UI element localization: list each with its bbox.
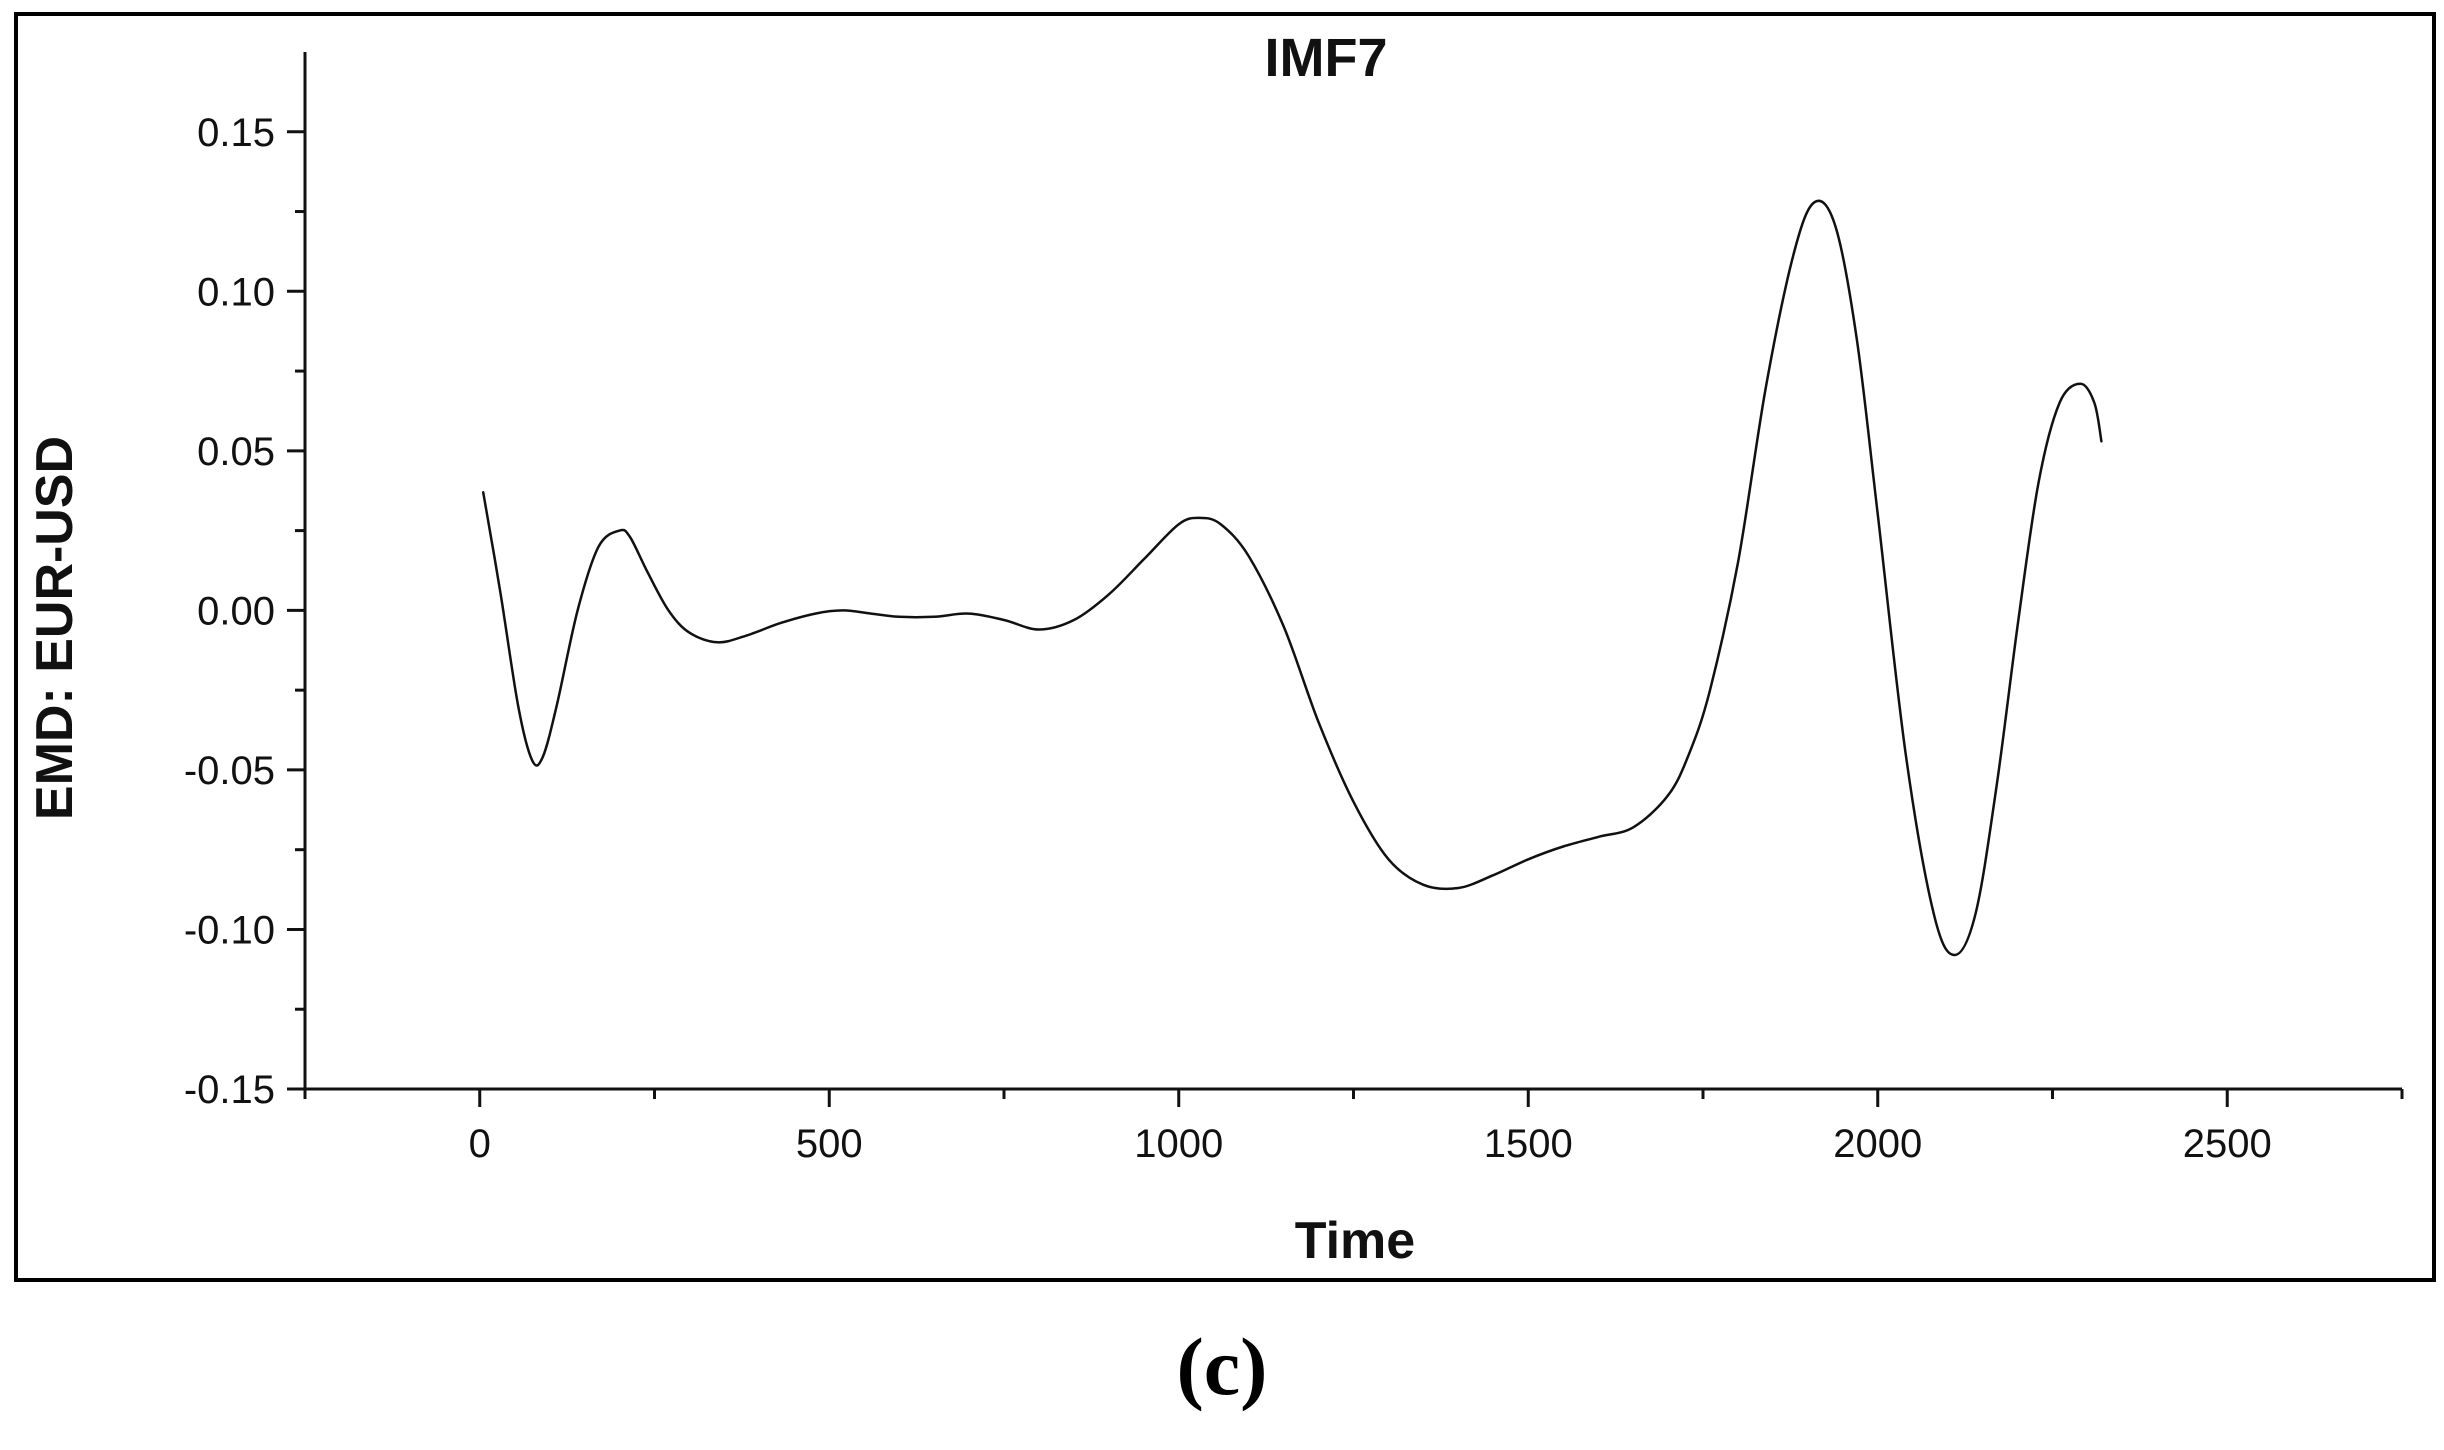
y-tick-label: -0.05 bbox=[184, 749, 275, 793]
y-tick-label: -0.10 bbox=[184, 908, 275, 952]
x-tick-label: 2500 bbox=[2183, 1122, 2272, 1166]
x-tick-label: 2000 bbox=[1833, 1122, 1922, 1166]
plot-area bbox=[481, 199, 2103, 957]
y-tick-label: 0.10 bbox=[197, 270, 275, 314]
x-tick-label: 1000 bbox=[1134, 1122, 1223, 1166]
chart-title: IMF7 bbox=[1264, 28, 1387, 88]
series-line-0 bbox=[481, 199, 2103, 957]
x-tick-label: 1500 bbox=[1484, 1122, 1573, 1166]
y-tick-label: 0.00 bbox=[197, 589, 275, 633]
axes: -0.15 -0.10 -0.05 0.00 0.05 0.10 0.15 0 500 1000 1… bbox=[184, 52, 2404, 1166]
y-tick-label: 0.15 bbox=[197, 111, 275, 155]
panel-label: (c) bbox=[1176, 1321, 1267, 1412]
x-tick-label: 500 bbox=[796, 1122, 863, 1166]
y-axis-label: EMD: EUR-USD bbox=[26, 436, 84, 820]
x-axis-label: Time bbox=[1295, 1212, 1415, 1270]
y-tick-label: -0.15 bbox=[184, 1068, 275, 1112]
y-tick-label: 0.05 bbox=[197, 430, 275, 474]
x-tick-label: 0 bbox=[469, 1122, 491, 1166]
chart-frame bbox=[14, 12, 2436, 1282]
